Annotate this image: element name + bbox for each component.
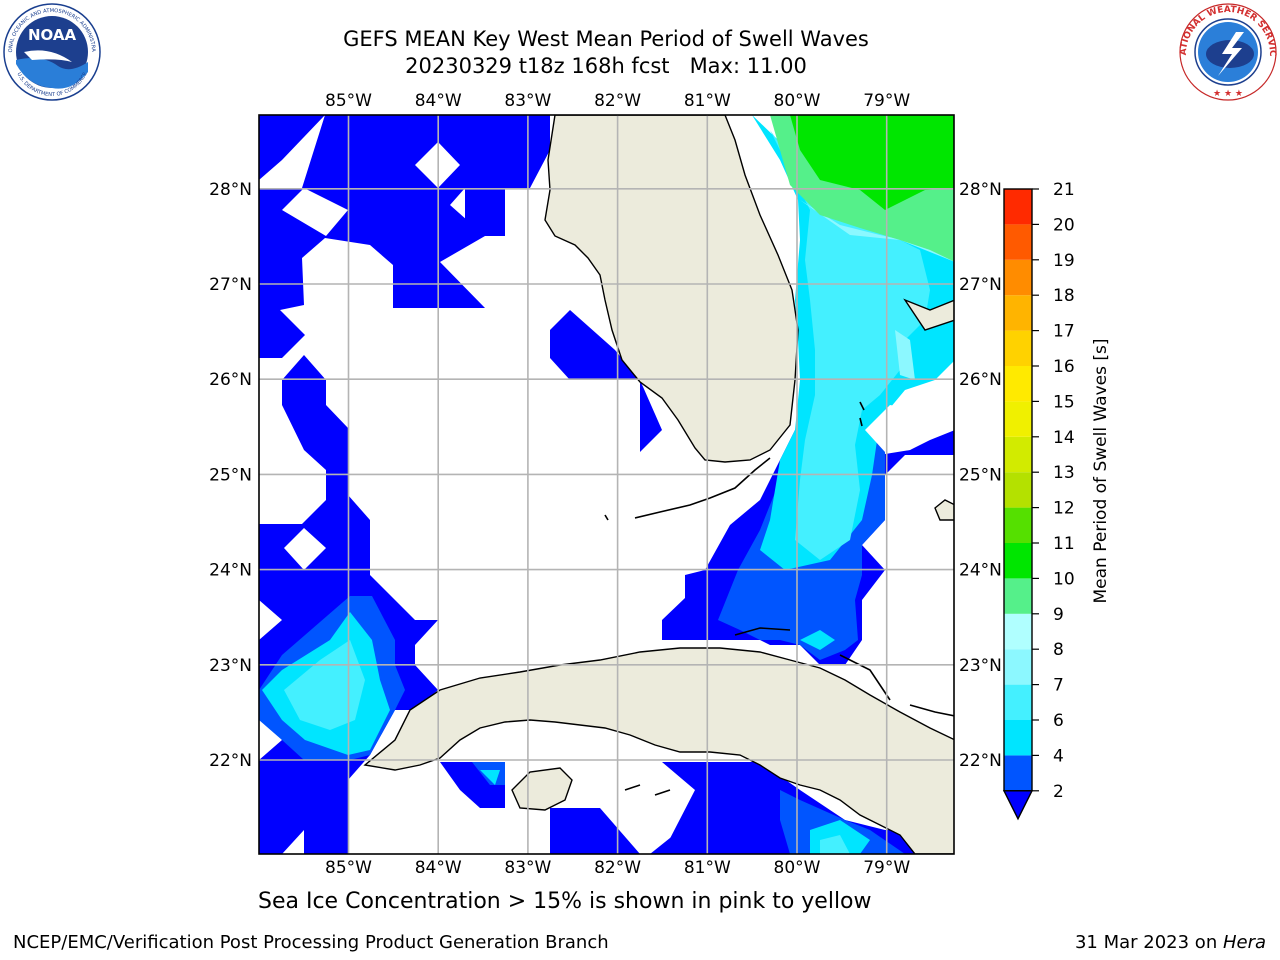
longitude-label: 80°W: [774, 858, 821, 878]
colorbar-tick-label: 4: [1053, 746, 1064, 766]
colorbar-tick-label: 7: [1053, 676, 1064, 696]
longitude-labels-top: 85°W 84°W 83°W 82°W 81°W 80°W 79°W: [325, 91, 910, 111]
longitude-label: 85°W: [325, 91, 372, 111]
colorbar-segment: [1004, 684, 1032, 720]
longitude-label: 82°W: [594, 858, 641, 878]
title-line-1: GEFS MEAN Key West Mean Period of Swell …: [343, 27, 869, 51]
nws-logo: NATIONAL WEATHER SERVICE ★ ★ ★: [1178, 2, 1277, 101]
colorbar-tick-label: 17: [1053, 322, 1075, 342]
latitude-label: 25°N: [959, 465, 1002, 485]
latitude-label: 27°N: [209, 275, 252, 295]
colorbar-tick-label: 14: [1053, 428, 1075, 448]
latitude-label: 25°N: [209, 465, 252, 485]
colorbar-segment: [1004, 189, 1032, 225]
colorbar-segment: [1004, 259, 1032, 296]
colorbar-tick-label: 15: [1053, 392, 1075, 412]
colorbar-segment: [1004, 366, 1032, 402]
colorbar-segment: [1004, 543, 1032, 579]
longitude-label: 81°W: [684, 858, 731, 878]
colorbar-tick-label: 6: [1053, 711, 1064, 731]
colorbar-tick-label: 18: [1053, 286, 1075, 306]
colorbar-tick-label: 12: [1053, 499, 1075, 519]
colorbar-segment: [1004, 401, 1032, 437]
title-line-2: 20230329 t18z 168h fcst Max: 11.00: [405, 54, 807, 78]
longitude-label: 84°W: [415, 858, 462, 878]
longitude-label: 82°W: [594, 91, 641, 111]
colorbar-tick-label: 16: [1053, 357, 1075, 377]
longitude-label: 83°W: [504, 858, 551, 878]
latitude-label: 28°N: [209, 180, 252, 200]
colorbar-segment: [1004, 330, 1032, 366]
latitude-label: 22°N: [959, 751, 1002, 771]
colorbar-segment: [1004, 720, 1032, 756]
colorbar-segment: [1004, 578, 1032, 614]
colorbar-tick-label: 19: [1053, 251, 1075, 271]
sea-ice-note: Sea Ice Concentration > 15% is shown in …: [258, 889, 872, 914]
colorbar-label: Mean Period of Swell Waves [s]: [1091, 339, 1111, 604]
swell-contours: [259, 115, 954, 854]
longitude-label: 85°W: [325, 858, 372, 878]
colorbar-tick-label: 21: [1053, 180, 1075, 200]
noaa-logo: NOAA NATIONAL OCEANIC AND ATMOSPHERIC AD…: [2, 2, 101, 101]
colorbar-under-arrow: [1002, 790, 1034, 821]
longitude-label: 79°W: [863, 91, 910, 111]
colorbar-segment: [1004, 507, 1032, 543]
latitude-label: 26°N: [959, 370, 1002, 390]
latitude-label: 24°N: [209, 561, 252, 581]
colorbar-frame: [1003, 188, 1033, 792]
longitude-label: 79°W: [863, 858, 910, 878]
longitude-label: 83°W: [504, 91, 551, 111]
colorbar-tick-label: 2: [1053, 782, 1064, 802]
footer-date-text: 31 Mar 2023 on: [1074, 932, 1223, 953]
latitude-labels-right: 22°N 23°N 24°N 25°N 26°N 27°N 28°N: [959, 180, 1002, 771]
latitude-label: 26°N: [209, 370, 252, 390]
land-outlines: [363, 115, 954, 854]
latitude-label: 24°N: [959, 561, 1002, 581]
colorbar-segment: [1004, 472, 1032, 508]
colorbar-tick-label: 10: [1053, 569, 1075, 589]
colorbar-segment: [1004, 649, 1032, 685]
longitude-label: 84°W: [415, 91, 462, 111]
latitude-label: 28°N: [959, 180, 1002, 200]
colorbar-segment: [1004, 436, 1032, 473]
colorbar-segment: [1004, 295, 1032, 331]
footer-machine: Hera: [1222, 932, 1266, 953]
longitude-label: 80°W: [774, 91, 821, 111]
map-frame: [258, 114, 955, 855]
footer-date: 31 Mar 2023 on Hera: [1075, 932, 1266, 953]
noaa-logo-text: NOAA: [28, 26, 77, 44]
latitude-label: 23°N: [209, 656, 252, 676]
colorbar-tick-label: 13: [1053, 463, 1075, 483]
colorbar-segment: [1004, 755, 1032, 791]
longitude-labels-bottom: 85°W 84°W 83°W 82°W 81°W 80°W 79°W: [325, 858, 910, 878]
latitude-label: 27°N: [959, 275, 1002, 295]
map-gridlines: [259, 115, 954, 854]
longitude-label: 81°W: [684, 91, 731, 111]
map-title: GEFS MEAN Key West Mean Period of Swell …: [256, 26, 956, 80]
colorbar-segment: [1004, 224, 1032, 260]
colorbar-tick-label: 8: [1053, 640, 1064, 660]
colorbar-tick-label: 11: [1053, 534, 1075, 554]
nws-stars-icon: ★ ★ ★: [1213, 89, 1243, 99]
colorbar: 2 4 6 7 8 9 10 11 12 13 14 15 16 17 18 19 20 21: [1002, 180, 1075, 821]
latitude-label: 22°N: [209, 751, 252, 771]
colorbar-segment: [1004, 613, 1032, 650]
colorbar-tick-label: 9: [1053, 605, 1064, 625]
latitude-label: 23°N: [959, 656, 1002, 676]
footer-credit: NCEP/EMC/Verification Post Processing Pr…: [13, 932, 609, 953]
latitude-labels-left: 22°N 23°N 24°N 25°N 26°N 27°N 28°N: [209, 180, 252, 771]
colorbar-tick-label: 20: [1053, 215, 1075, 235]
